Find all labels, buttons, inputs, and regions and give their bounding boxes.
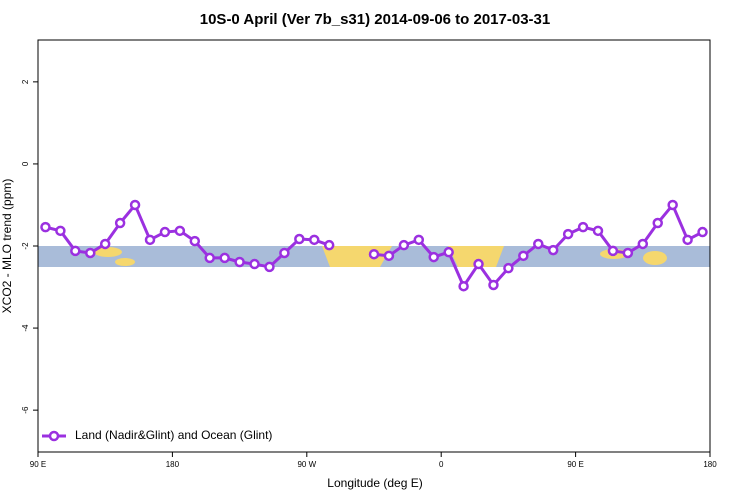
- data-point: [592, 225, 604, 237]
- data-point: [398, 239, 410, 251]
- data-point: [309, 234, 320, 246]
- data-point: [70, 245, 81, 257]
- data-point: [473, 258, 484, 270]
- data-point: [294, 233, 305, 245]
- data-point: [249, 258, 260, 270]
- data-point: [85, 247, 96, 259]
- x-axis-label: Longitude (deg E): [327, 476, 422, 490]
- data-point: [174, 225, 186, 237]
- y-tick-label: 0: [21, 161, 30, 166]
- data-point: [413, 234, 425, 246]
- data-point: [159, 226, 171, 238]
- data-point: [383, 250, 395, 262]
- data-point: [667, 199, 678, 211]
- data-point: [219, 252, 230, 264]
- y-tick-label: -2: [21, 242, 30, 250]
- legend-marker: [48, 430, 60, 442]
- data-point: [279, 247, 290, 259]
- data-point: [518, 250, 529, 262]
- x-tick-label: 180: [166, 460, 180, 469]
- y-axis-label: XCO2 - MLO trend (ppm): [0, 179, 14, 314]
- data-point: [577, 221, 589, 233]
- data-point: [562, 228, 574, 240]
- legend-label: Land (Nadir&Glint) and Ocean (Glint): [75, 428, 272, 442]
- data-point: [533, 238, 544, 250]
- data-point: [368, 248, 380, 260]
- y-tick-label: 2: [21, 79, 30, 84]
- x-tick-label: 180: [703, 460, 717, 469]
- data-point: [697, 226, 708, 238]
- x-tick-label: 90 E: [30, 460, 46, 469]
- data-point: [40, 221, 51, 233]
- x-tick-label: 90 E: [567, 460, 583, 469]
- data-point: [264, 261, 275, 273]
- data-point: [547, 244, 559, 256]
- data-point: [323, 239, 335, 251]
- data-point: [114, 217, 126, 229]
- data-point: [144, 234, 156, 246]
- data-point: [234, 256, 245, 268]
- data-point: [637, 238, 649, 250]
- y-tick-label: -6: [21, 406, 30, 414]
- data-point: [129, 199, 141, 211]
- data-point: [189, 235, 201, 247]
- data-point: [443, 246, 454, 258]
- data-point: [682, 234, 693, 246]
- series-line: [45, 202, 704, 290]
- data-point: [55, 225, 66, 237]
- data-point: [204, 252, 215, 264]
- x-tick-label: 90 W: [297, 460, 316, 469]
- data-point: [428, 251, 439, 263]
- data-point: [488, 279, 499, 291]
- data-point: [652, 217, 663, 229]
- data-point: [458, 280, 469, 292]
- x-tick-label: 0: [439, 460, 444, 469]
- data-point: [503, 262, 514, 274]
- chart-title: 10S-0 April (Ver 7b_s31) 2014-09-06 to 2…: [200, 11, 550, 28]
- data-point: [99, 238, 111, 250]
- y-tick-label: -4: [21, 324, 30, 332]
- data-point: [622, 247, 634, 259]
- data-point: [607, 245, 619, 257]
